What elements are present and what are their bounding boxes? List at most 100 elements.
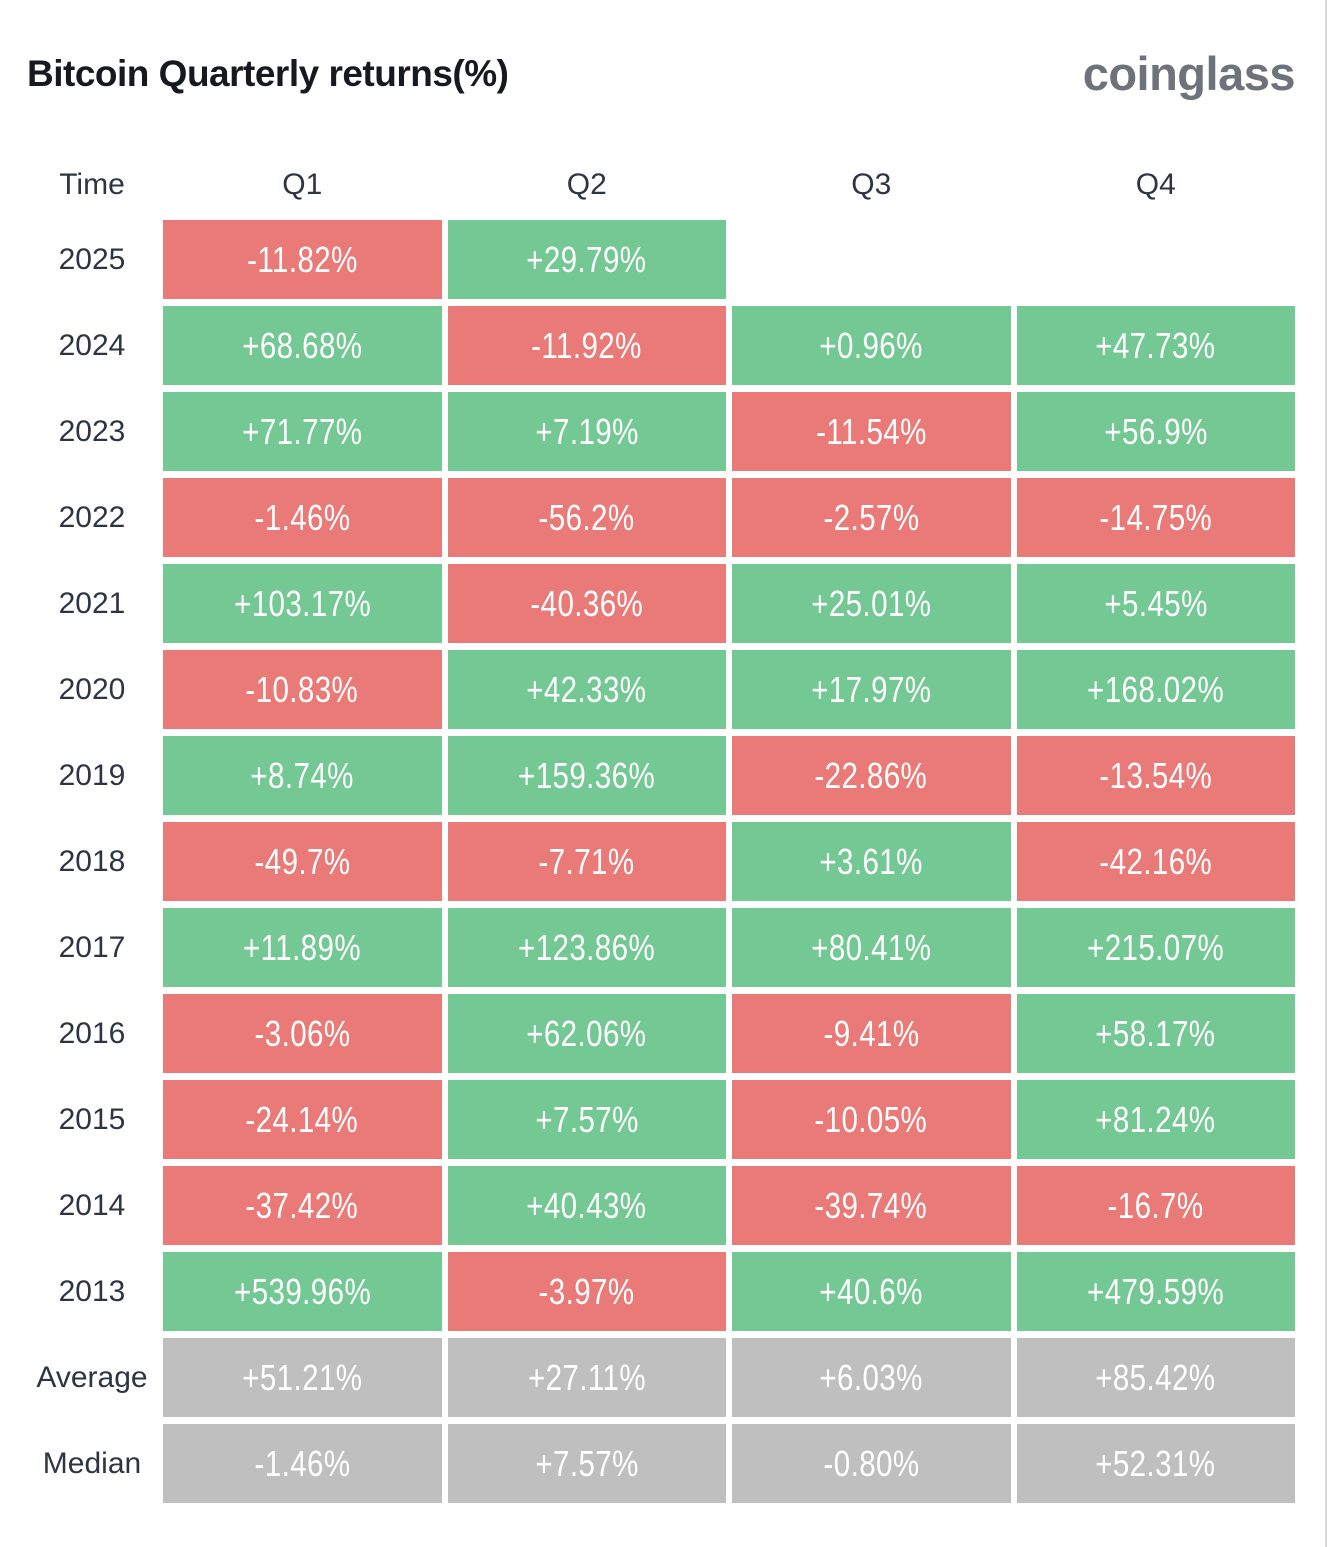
return-cell-2024-q3: +0.96% (732, 306, 1011, 385)
return-value: +29.79% (526, 238, 647, 280)
return-cell-2023-q3: -11.54% (732, 392, 1011, 471)
column-header-q2: Q2 (566, 168, 607, 201)
return-value: +40.43% (526, 1184, 647, 1226)
return-value: +168.02% (1087, 668, 1225, 710)
row-label-2014: 2014 (58, 1188, 126, 1222)
return-value: -11.82% (246, 238, 358, 280)
row-label-2013: 2013 (58, 1274, 126, 1308)
return-cell-2020-q2: +42.33% (447, 650, 726, 729)
return-cell-average-q1: +51.21% (163, 1338, 442, 1417)
return-value: -9.41% (823, 1012, 920, 1054)
return-cell-2018-q4: -42.16% (1016, 822, 1295, 901)
return-cell-2025-q2: +29.79% (447, 220, 726, 299)
return-cell-2017-q3: +80.41% (732, 908, 1011, 987)
return-value: +6.03% (819, 1356, 923, 1398)
return-value: +5.45% (1104, 582, 1208, 624)
page-header: Bitcoin Quarterly returns(%) coinglass (0, 0, 1332, 97)
return-value: +71.77% (242, 410, 363, 452)
return-value: +56.9% (1104, 410, 1208, 452)
return-value: -14.75% (1099, 496, 1213, 538)
page-right-edge-divider (1325, 0, 1327, 1547)
returns-table: Time Q1 Q2 Q3 Q4 2025 -11.82% +29.79% 2024 +68.68… (27, 157, 1295, 1503)
row-label-median: Median (42, 1446, 142, 1480)
return-cell-2019-q3: -22.86% (732, 736, 1011, 815)
return-value: -42.16% (1099, 840, 1213, 882)
row-label-2017: 2017 (58, 930, 126, 964)
return-value: +479.59% (1087, 1270, 1225, 1312)
return-value: -56.2% (538, 496, 635, 538)
return-cell-2023-q1: +71.77% (163, 392, 442, 471)
return-cell-2015-q3: -10.05% (732, 1080, 1011, 1159)
row-label-2019: 2019 (58, 758, 126, 792)
row-label-2016: 2016 (58, 1016, 126, 1050)
return-value: +85.42% (1095, 1356, 1216, 1398)
return-value: +40.6% (819, 1270, 923, 1312)
return-cell-2013-q1: +539.96% (163, 1252, 442, 1331)
return-value: -3.97% (538, 1270, 635, 1312)
return-cell-2024-q2: -11.92% (447, 306, 726, 385)
return-cell-2014-q3: -39.74% (732, 1166, 1011, 1245)
return-cell-2019-q1: +8.74% (163, 736, 442, 815)
return-cell-2025-q1: -11.82% (163, 220, 442, 299)
return-value: +47.73% (1095, 324, 1216, 366)
return-cell-average-q3: +6.03% (732, 1338, 1011, 1417)
return-value: -10.05% (814, 1098, 928, 1140)
return-cell-2023-q2: +7.19% (447, 392, 726, 471)
return-cell-2018-q2: -7.71% (447, 822, 726, 901)
return-value: +17.97% (811, 668, 932, 710)
return-cell-2017-q4: +215.07% (1016, 908, 1295, 987)
column-header-q4: Q4 (1135, 168, 1176, 201)
return-cell-2016-q4: +58.17% (1016, 994, 1295, 1073)
return-value: +51.21% (242, 1356, 363, 1398)
return-cell-2014-q2: +40.43% (447, 1166, 726, 1245)
row-label-2018: 2018 (58, 844, 126, 878)
return-value: +62.06% (526, 1012, 647, 1054)
return-cell-2022-q1: -1.46% (163, 478, 442, 557)
return-value: +52.31% (1095, 1442, 1216, 1484)
return-cell-2021-q2: -40.36% (447, 564, 726, 643)
return-cell-2022-q2: -56.2% (447, 478, 726, 557)
return-cell-2021-q1: +103.17% (163, 564, 442, 643)
return-value: +8.74% (250, 754, 354, 796)
return-value: -16.7% (1107, 1184, 1204, 1226)
return-value: -1.46% (254, 1442, 351, 1484)
return-cell-2021-q3: +25.01% (732, 564, 1011, 643)
return-cell-2017-q1: +11.89% (163, 908, 442, 987)
return-cell-2024-q4: +47.73% (1016, 306, 1295, 385)
return-cell-2013-q2: -3.97% (447, 1252, 726, 1331)
return-value: +68.68% (242, 324, 363, 366)
column-header-q1: Q1 (282, 168, 323, 201)
return-value: -7.71% (538, 840, 635, 882)
row-label-2022: 2022 (58, 500, 126, 534)
return-cell-2014-q4: -16.7% (1016, 1166, 1295, 1245)
return-cell-2016-q2: +62.06% (447, 994, 726, 1073)
return-cell-median-q4: +52.31% (1016, 1424, 1295, 1503)
return-value: +58.17% (1095, 1012, 1216, 1054)
return-value: +7.57% (535, 1442, 639, 1484)
return-cell-2023-q4: +56.9% (1016, 392, 1295, 471)
return-cell-2015-q1: -24.14% (163, 1080, 442, 1159)
return-value: +215.07% (1087, 926, 1225, 968)
return-cell-2016-q1: -3.06% (163, 994, 442, 1073)
return-value: +81.24% (1095, 1098, 1216, 1140)
return-value: -49.7% (254, 840, 351, 882)
return-value: -40.36% (530, 582, 644, 624)
return-cell-2022-q4: -14.75% (1016, 478, 1295, 557)
return-cell-2019-q2: +159.36% (447, 736, 726, 815)
return-value: -11.92% (531, 324, 643, 366)
return-value: +159.36% (518, 754, 656, 796)
empty-cell (732, 220, 1011, 299)
return-value: +3.61% (819, 840, 923, 882)
return-cell-2015-q4: +81.24% (1016, 1080, 1295, 1159)
return-cell-median-q3: -0.80% (732, 1424, 1011, 1503)
row-label-2023: 2023 (58, 414, 126, 448)
return-cell-2016-q3: -9.41% (732, 994, 1011, 1073)
return-cell-2020-q4: +168.02% (1016, 650, 1295, 729)
return-cell-2019-q4: -13.54% (1016, 736, 1295, 815)
row-label-average: Average (36, 1360, 148, 1394)
return-value: +7.57% (535, 1098, 639, 1140)
row-label-2021: 2021 (58, 586, 126, 620)
return-value: -13.54% (1099, 754, 1213, 796)
return-value: -39.74% (814, 1184, 928, 1226)
return-cell-2020-q1: -10.83% (163, 650, 442, 729)
